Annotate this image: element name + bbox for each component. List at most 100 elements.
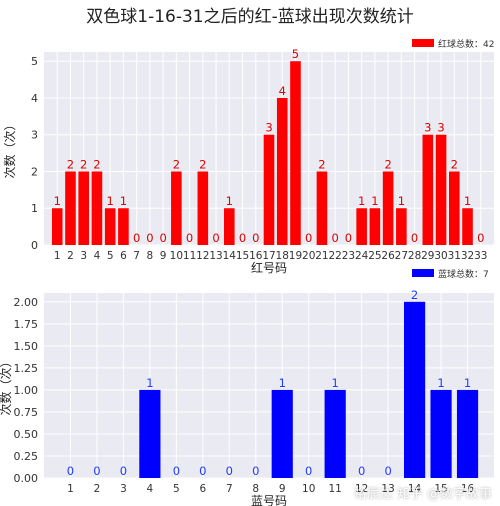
red-x-tick-label: 29 <box>421 250 434 262</box>
red-x-tick-label: 2 <box>67 250 74 262</box>
red-data-label: 0 <box>239 231 246 245</box>
red-bar <box>276 97 288 245</box>
red-y-tick-label: 4 <box>31 92 38 105</box>
red-y-tick-label: 1 <box>31 202 38 215</box>
red-x-tick-label: 24 <box>355 250 369 262</box>
red-x-tick-label: 14 <box>223 250 237 262</box>
blue-x-tick-label: 15 <box>434 483 447 495</box>
red-data-label: 0 <box>146 231 153 245</box>
red-data-label: 3 <box>437 121 444 135</box>
blue-data-label: 0 <box>358 464 365 478</box>
blue-x-tick-label: 8 <box>252 483 259 495</box>
red-x-tick-label: 10 <box>170 250 183 262</box>
red-x-tick-label: 30 <box>434 250 447 262</box>
red-x-tick-label: 32 <box>461 250 474 262</box>
red-x-axis-label: 红号码 <box>251 260 287 275</box>
red-x-tick-label: 27 <box>395 250 408 262</box>
red-data-label: 1 <box>358 194 365 208</box>
red-bar <box>263 134 275 245</box>
red-bar <box>78 171 89 245</box>
red-y-axis-label: 次数（次） <box>2 118 17 178</box>
blue-bar <box>271 389 293 478</box>
red-data-label: 0 <box>212 231 219 245</box>
blue-x-tick-label: 4 <box>147 483 154 495</box>
blue-bar <box>430 389 452 478</box>
red-y-tick-label: 5 <box>31 55 38 68</box>
blue-x-tick-label: 11 <box>328 483 341 495</box>
red-y-tick-label: 0 <box>31 239 38 252</box>
red-x-tick-label: 9 <box>160 250 167 262</box>
red-x-tick-label: 11 <box>183 250 196 262</box>
blue-plot-area <box>44 293 494 478</box>
red-x-tick-label: 12 <box>196 250 209 262</box>
blue-data-label: 1 <box>279 376 286 390</box>
blue-y-tick-label: 0.00 <box>14 472 39 485</box>
red-x-tick-label: 33 <box>474 250 487 262</box>
red-data-label: 0 <box>332 231 339 245</box>
red-x-tick-label: 15 <box>236 250 249 262</box>
red-data-label: 2 <box>80 157 87 171</box>
watermark-logo: 裕辰达 <box>353 487 393 502</box>
blue-data-label: 1 <box>146 376 153 390</box>
blue-data-label: 1 <box>332 376 339 390</box>
red-x-tick-label: 8 <box>147 250 154 262</box>
red-data-label: 0 <box>411 231 418 245</box>
blue-x-tick-label: 5 <box>173 483 180 495</box>
red-bar <box>91 171 103 245</box>
red-data-label: 1 <box>464 194 471 208</box>
red-x-tick-label: 6 <box>120 250 127 262</box>
blue-y-tick-label: 0.25 <box>14 450 39 463</box>
blue-y-tick-label: 2.00 <box>14 296 39 309</box>
blue-bar <box>404 301 426 478</box>
red-bar <box>224 208 235 245</box>
blue-data-label: 0 <box>67 464 74 478</box>
red-bar <box>171 171 182 245</box>
blue-data-label: 1 <box>437 376 444 390</box>
red-x-tick-label: 1 <box>54 250 61 262</box>
watermark-text: 知乎 @数字故事 <box>396 487 492 502</box>
blue-data-label: 0 <box>93 464 100 478</box>
blue-x-axis-label: 蓝号码 <box>251 494 287 506</box>
red-bar <box>316 171 328 245</box>
red-bar <box>65 171 76 245</box>
red-data-label: 4 <box>279 84 286 98</box>
red-data-label: 1 <box>398 194 405 208</box>
red-data-label: 2 <box>451 157 458 171</box>
red-data-label: 3 <box>265 121 272 135</box>
red-x-tick-label: 19 <box>289 250 302 262</box>
blue-x-tick-label: 16 <box>461 483 475 495</box>
blue-y-tick-label: 1.00 <box>14 384 39 397</box>
blue-y-axis-label: 次数（次） <box>0 355 13 415</box>
red-x-tick-label: 17 <box>262 250 275 262</box>
red-bar <box>197 171 209 245</box>
red-legend-swatch <box>412 39 434 47</box>
red-bar <box>118 208 129 245</box>
red-data-label: 0 <box>252 231 259 245</box>
red-bar <box>396 208 407 245</box>
blue-x-tick-label: 12 <box>355 483 368 495</box>
red-data-label: 0 <box>159 231 166 245</box>
red-x-tick-label: 18 <box>276 250 289 262</box>
blue-x-tick-label: 13 <box>381 483 394 495</box>
blue-bar <box>324 389 346 478</box>
red-data-label: 3 <box>424 121 431 135</box>
red-data-label: 1 <box>371 194 378 208</box>
blue-x-tick-label: 2 <box>94 483 101 495</box>
red-bar <box>422 134 434 245</box>
blue-data-label: 0 <box>199 464 206 478</box>
blue-legend-label: 蓝球总数：7 <box>438 268 489 280</box>
red-bar <box>382 171 394 245</box>
red-data-label: 1 <box>107 194 114 208</box>
blue-data-label: 2 <box>411 288 418 302</box>
red-bar <box>435 134 447 245</box>
red-data-label: 0 <box>477 231 484 245</box>
blue-bar <box>456 389 479 478</box>
blue-x-tick-label: 7 <box>226 483 233 495</box>
red-legend-label: 红球总数：42 <box>438 38 494 50</box>
chart-title: 双色球1-16-31之后的红-蓝球出现次数统计 <box>86 7 414 27</box>
red-data-label: 0 <box>345 231 352 245</box>
red-bar <box>51 208 63 245</box>
red-data-label: 1 <box>226 194 233 208</box>
red-data-label: 0 <box>186 231 193 245</box>
red-x-tick-label: 22 <box>328 250 341 262</box>
